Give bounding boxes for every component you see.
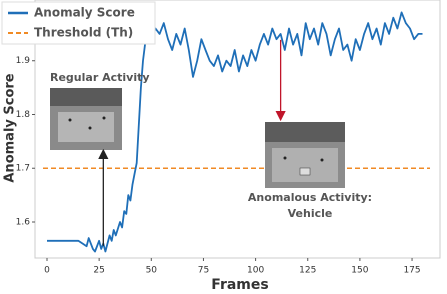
anomalous-activity-image (265, 122, 345, 188)
x-axis-label: Frames (211, 277, 268, 293)
x-tick-label: 50 (146, 266, 158, 276)
legend-label: Threshold (Th) (34, 26, 133, 40)
x-tick-label: 175 (403, 266, 420, 276)
legend-label: Anomaly Score (34, 6, 135, 20)
score-line (47, 11, 423, 253)
plot-frame (34, 0, 441, 259)
annotation: Vehicle (288, 207, 333, 220)
legend: Anomaly Score Threshold (Th) (1, 1, 156, 45)
annotation: Anomalous Activity: (248, 191, 372, 204)
regular-activity-image (50, 88, 122, 150)
annotation: Regular Activity (50, 71, 150, 84)
y-tick-label: 1.6 (16, 217, 31, 227)
x-tick-label: 125 (299, 266, 316, 276)
y-tick-label: 1.9 (16, 56, 31, 66)
y-axis-label: Anomaly Score (3, 73, 18, 182)
x-tick-label: 75 (198, 266, 209, 276)
y-tick-label: 1.8 (16, 110, 31, 120)
x-tick-label: 0 (44, 266, 50, 276)
x-tick-label: 150 (351, 266, 368, 276)
x-tick-label: 100 (247, 266, 264, 276)
plot-area (32, 11, 430, 261)
y-tick-label: 1.7 (16, 164, 30, 174)
x-tick-label: 25 (93, 266, 104, 276)
